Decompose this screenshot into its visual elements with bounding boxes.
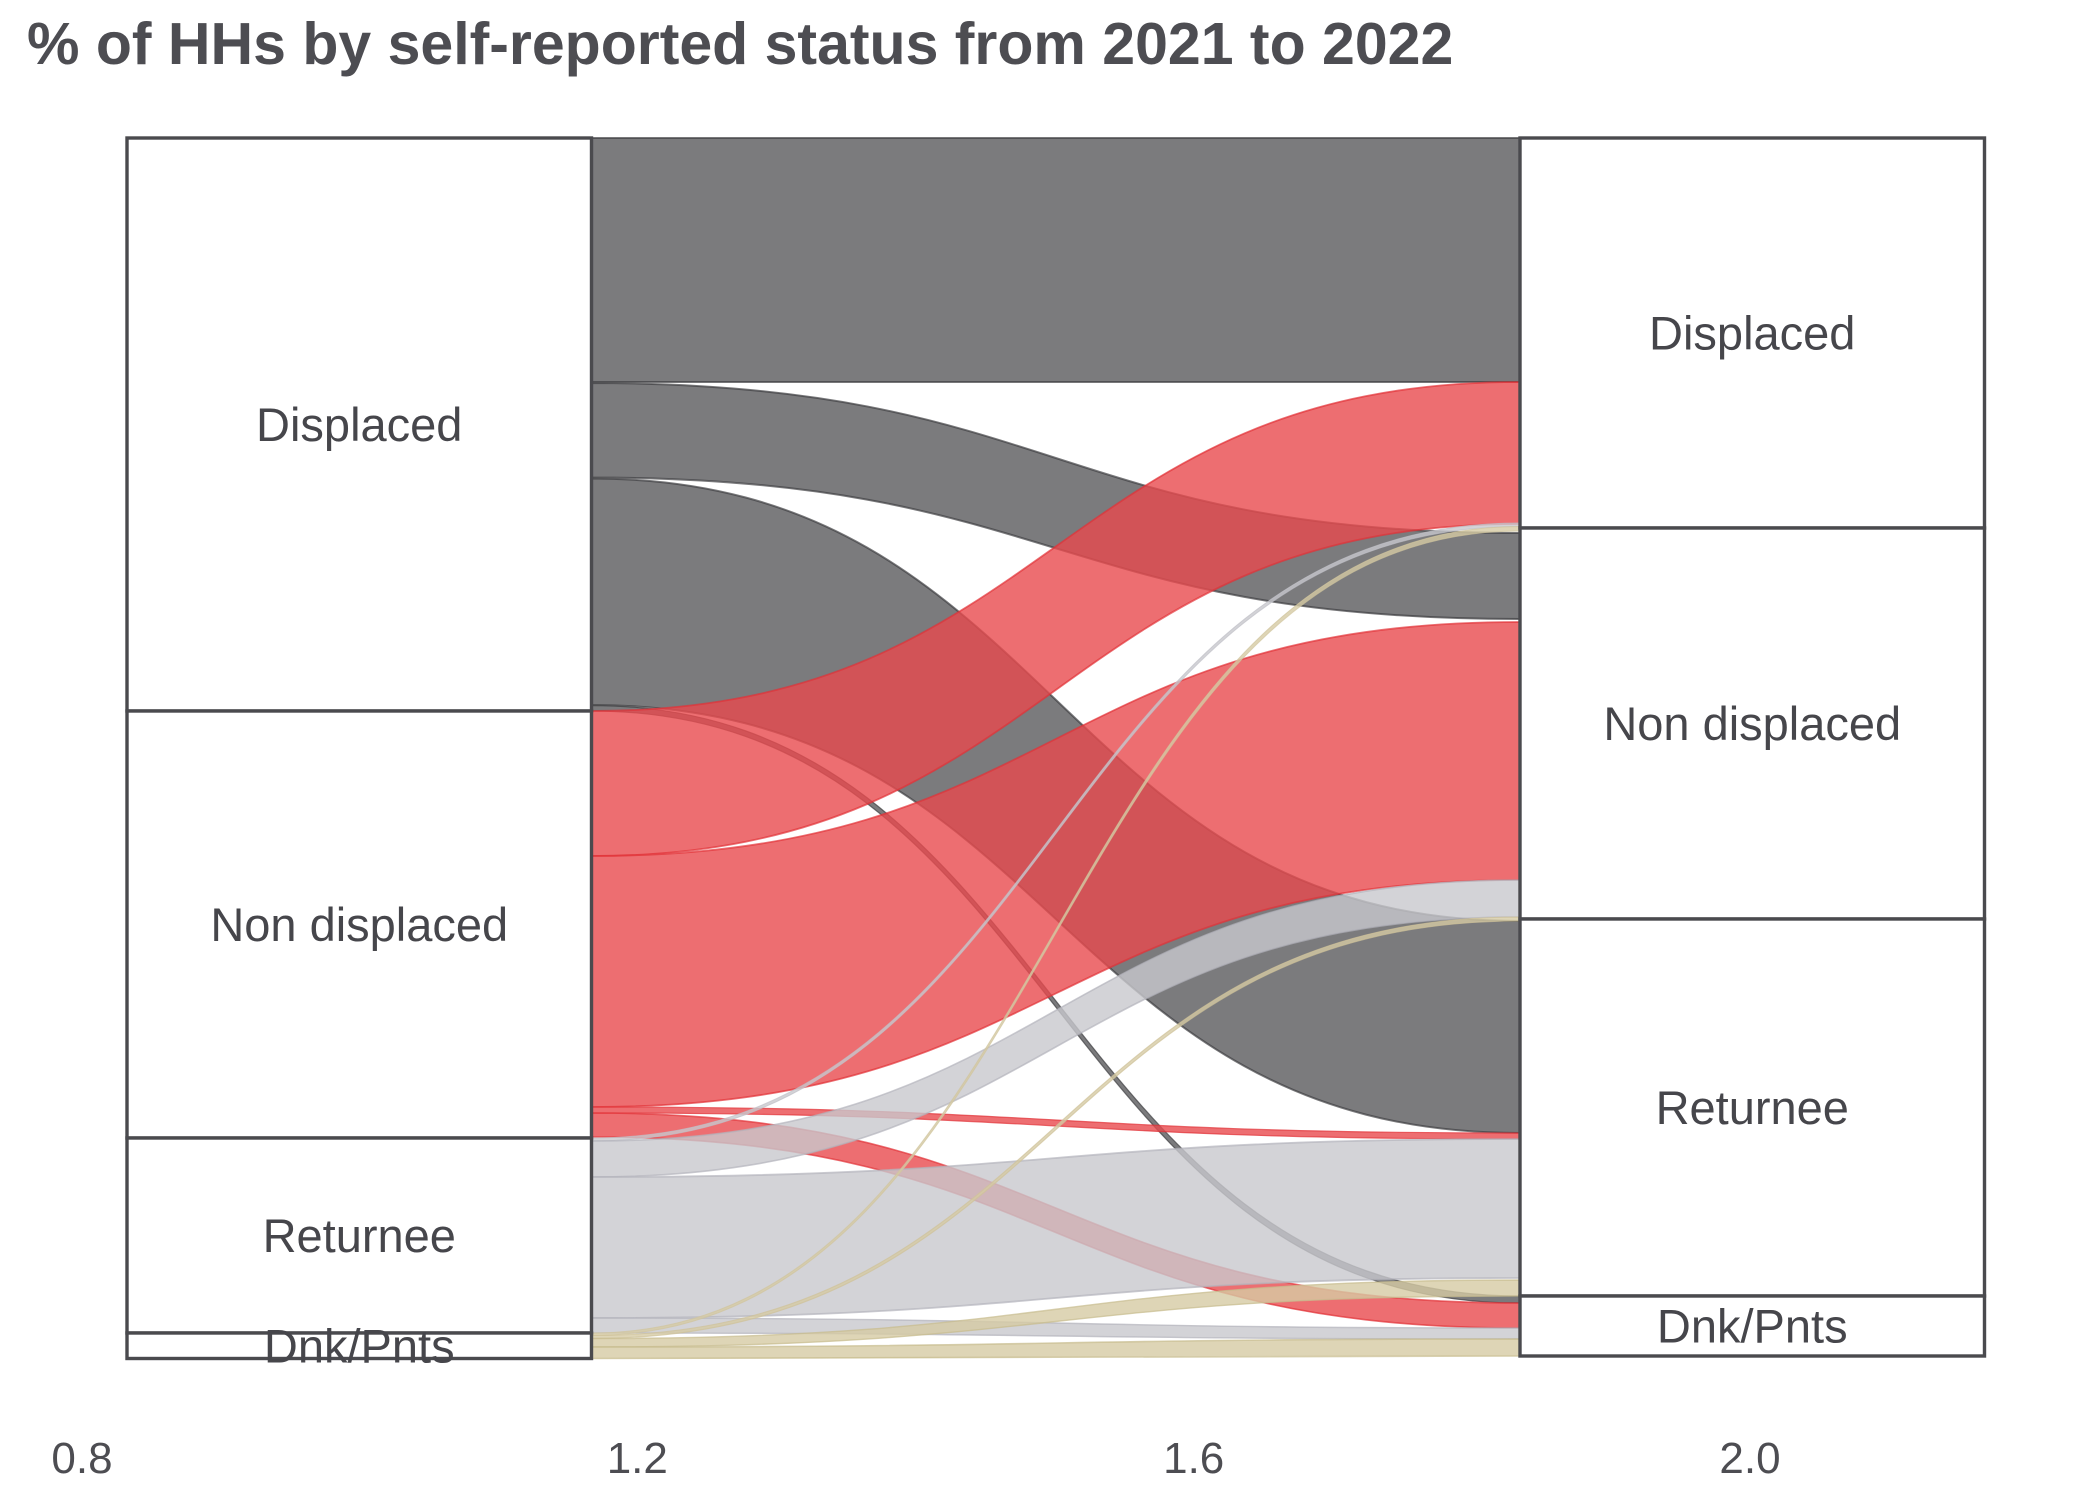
svg-text:Displaced: Displaced <box>256 398 462 451</box>
svg-text:2.0: 2.0 <box>1719 1434 1780 1483</box>
svg-text:Displaced: Displaced <box>1649 307 1855 360</box>
svg-text:Returnee: Returnee <box>263 1209 456 1262</box>
svg-text:Dnk/Pnts: Dnk/Pnts <box>264 1319 455 1372</box>
svg-text:1.2: 1.2 <box>607 1434 668 1483</box>
svg-text:Returnee: Returnee <box>1656 1081 1849 1134</box>
svg-text:0.8: 0.8 <box>51 1434 112 1483</box>
svg-text:Non displaced: Non displaced <box>1603 697 1901 750</box>
svg-text:Non displaced: Non displaced <box>210 898 508 951</box>
svg-text:% of HHs by self-reported stat: % of HHs by self-reported status from 20… <box>27 11 1453 77</box>
svg-text:1.6: 1.6 <box>1163 1434 1224 1483</box>
svg-text:Dnk/Pnts: Dnk/Pnts <box>1657 1300 1848 1353</box>
